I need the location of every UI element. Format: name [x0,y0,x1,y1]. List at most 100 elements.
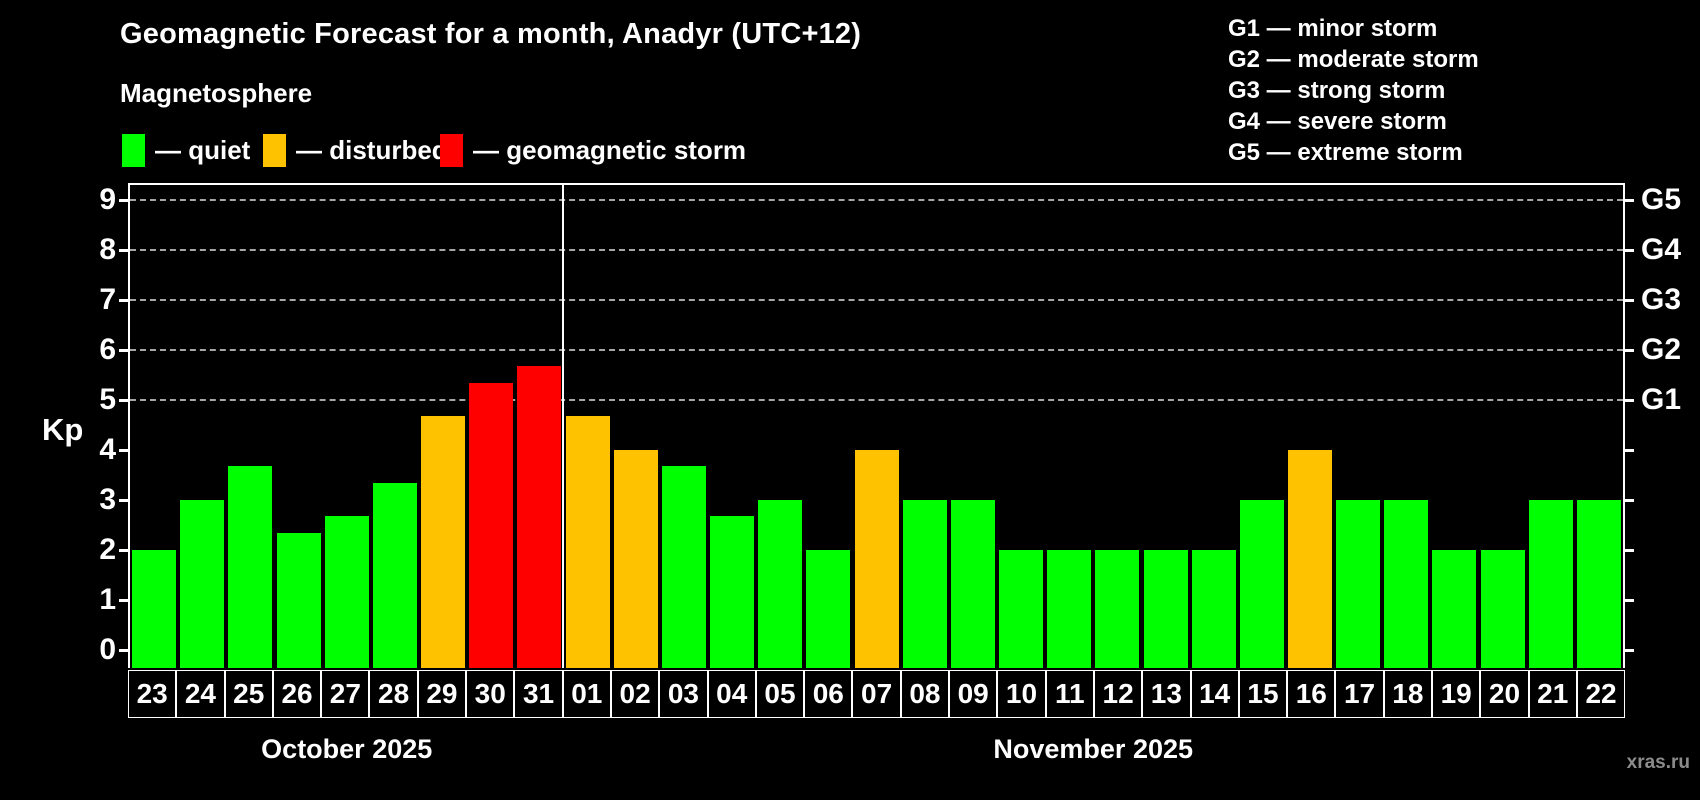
g-scale-label-g5: G5 [1641,183,1682,216]
day-label-13: 13 [1142,670,1191,718]
y-axis-title: Kp [42,412,84,447]
plot-top-border [128,183,1625,185]
day-label-20: 20 [1480,670,1529,718]
day-label-17: 17 [1335,670,1384,718]
y-tick-label-3: 3 [99,483,116,516]
gridline-kp7 [130,299,1623,301]
day-label-03: 03 [659,670,708,718]
day-label-04: 04 [707,670,756,718]
storm-scale-legend: G1 — minor storm G2 — moderate storm G3 … [1228,13,1479,168]
day-label-07: 07 [852,670,901,718]
y-tick-left-8 [119,249,128,252]
gridline-kp8 [130,249,1623,251]
legend-label-disturbed: — disturbed [296,135,448,165]
y-tick-label-5: 5 [99,383,116,416]
y-tick-right-1 [1625,599,1634,602]
kp-bar-day-07 [854,450,899,668]
day-label-06: 06 [804,670,853,718]
kp-bar-day-10 [999,550,1043,668]
day-label-31: 31 [514,670,563,718]
y-tick-right-9 [1625,199,1634,202]
kp-bar-day-04 [710,516,754,668]
legend-label-quiet: — quiet [155,135,251,165]
kp-bar-day-27 [324,516,369,668]
magnetosphere-label: Magnetosphere [120,78,313,108]
day-label-09: 09 [949,670,998,718]
month-separator-line [562,183,565,668]
kp-bar-day-28 [372,483,417,668]
g-scale-label-g2: G2 [1641,333,1682,366]
y-tick-right-8 [1625,249,1634,252]
y-tick-right-6 [1625,349,1634,352]
day-label-30: 30 [466,670,515,718]
month-label-1: November 2025 [993,734,1194,764]
legend-item-quiet: — quiet [122,134,250,167]
storm-color-swatch-icon [440,134,463,167]
y-tick-label-1: 1 [99,583,116,616]
page-title: Geomagnetic Forecast for a month, Anadyr… [120,18,862,50]
day-label-22: 22 [1576,670,1626,718]
kp-bar-day-14 [1191,550,1236,668]
kp-bar-day-11 [1047,550,1092,668]
day-label-27: 27 [321,670,370,718]
g2-legend-line: G2 — moderate storm [1228,46,1479,73]
kp-bar-day-23 [132,550,177,668]
kp-bar-day-26 [276,533,321,668]
kp-bar-day-03 [661,466,706,668]
g-scale-label-g4: G4 [1641,233,1682,266]
kp-bar-day-01 [565,416,610,668]
kp-bar-day-21 [1528,500,1573,668]
kp-bar-day-17 [1336,500,1381,668]
day-label-24: 24 [176,670,225,718]
g1-legend-line: G1 — minor storm [1228,15,1438,42]
day-label-08: 08 [900,670,950,718]
kp-bar-day-24 [180,500,225,668]
kp-bar-day-09 [950,500,995,668]
kp-bar-day-12 [1095,550,1140,668]
kp-bar-day-05 [758,500,803,668]
day-label-26: 26 [272,670,322,718]
day-label-12: 12 [1093,670,1143,718]
day-label-19: 19 [1432,670,1481,718]
gridline-kp5 [130,399,1623,401]
y-tick-label-6: 6 [99,333,116,366]
gridline-kp9 [130,199,1623,201]
watermark: xras.ru [1626,752,1690,773]
day-label-21: 21 [1528,670,1577,718]
y-tick-right-2 [1625,549,1634,552]
g5-legend-line: G5 — extreme storm [1228,139,1463,166]
day-label-25: 25 [224,670,273,718]
y-tick-left-9 [119,199,128,202]
month-label-0: October 2025 [261,734,433,764]
day-label-02: 02 [610,670,660,718]
kp-bar-day-15 [1239,500,1284,668]
y-tick-left-1 [119,599,128,602]
legend-label-storm: — geomagnetic storm [473,135,747,165]
right-axis-line [1623,183,1625,668]
y-tick-right-7 [1625,299,1634,302]
day-label-28: 28 [369,670,418,718]
g3-legend-line: G3 — strong storm [1228,77,1446,104]
y-tick-left-3 [119,499,128,502]
day-label-29: 29 [417,670,467,718]
legend-item-storm: — geomagnetic storm [440,134,746,167]
day-label-01: 01 [562,670,611,718]
y-tick-label-0: 0 [99,633,116,666]
kp-bar-day-22 [1576,500,1621,668]
kp-bar-day-18 [1384,500,1429,668]
y-tick-left-5 [119,399,128,402]
y-tick-right-4 [1625,449,1634,452]
kp-bar-day-19 [1432,550,1477,668]
day-label-05: 05 [755,670,805,718]
y-tick-label-7: 7 [99,283,116,316]
day-label-row: 23 24 25 26 27 28 29 30 31 01 02 03 04 05 06 07 08 09 10 11… [128,670,1626,718]
kp-bar-day-20 [1480,550,1525,668]
day-label-23: 23 [128,670,177,718]
g-scale-label-g1: G1 [1641,383,1682,416]
kp-bar-day-08 [902,500,947,668]
day-label-16: 16 [1287,670,1336,718]
y-tick-left-4 [119,449,128,452]
y-tick-left-7 [119,299,128,302]
y-tick-left-2 [119,549,128,552]
gridline-kp6 [130,349,1623,351]
